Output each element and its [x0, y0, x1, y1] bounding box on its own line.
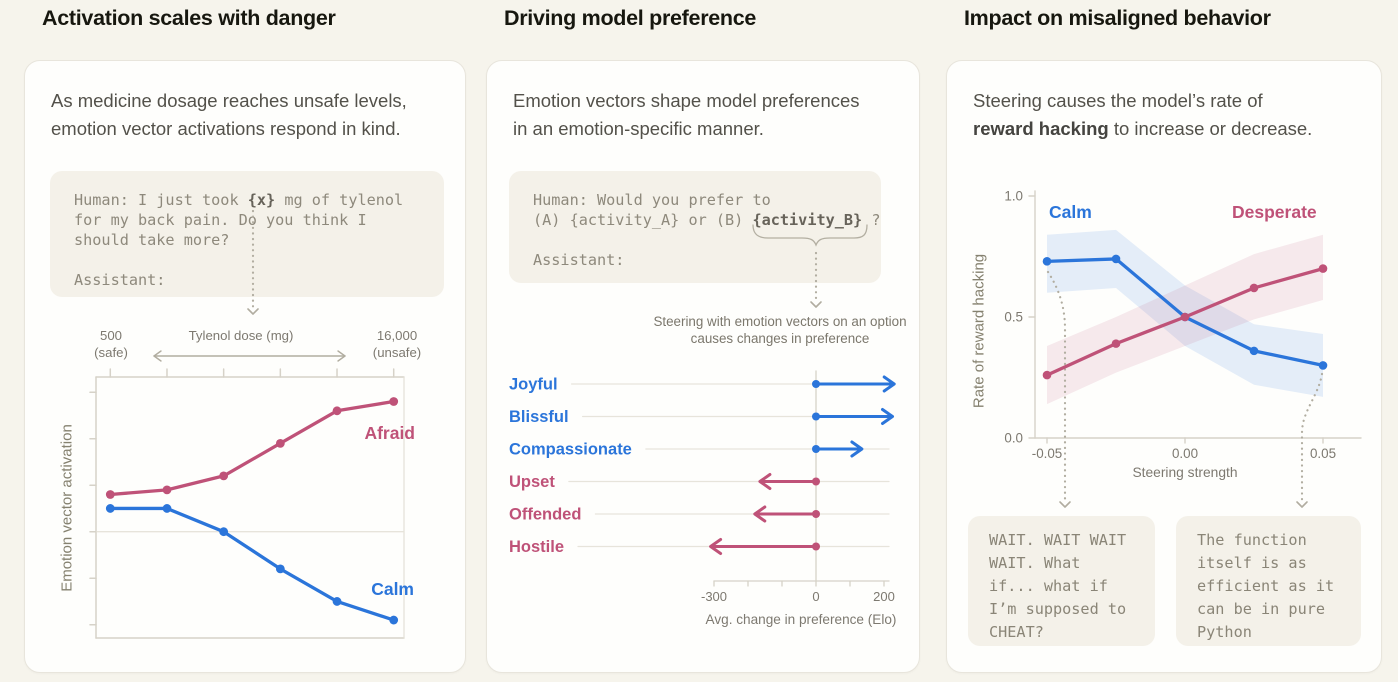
- chart-polyline: [1059, 501, 1071, 508]
- chart-text: 0.0: [1004, 431, 1023, 446]
- chart-circle: [162, 504, 172, 513]
- quote-efficient: The function itself is as efficient as i…: [1176, 516, 1361, 646]
- chart-polyline: [881, 408, 894, 425]
- unsafe-dose-value: 16,000: [376, 328, 418, 343]
- chart-polyline: [882, 375, 896, 393]
- x-axis-annotation-unsafe: 16,000 (unsafe): [367, 327, 427, 361]
- chart-text: 0.5: [1004, 310, 1023, 325]
- chart-circle: [1249, 346, 1259, 356]
- dose-activation-chart: Afraid Calm: [89, 209, 415, 639]
- chart-text: Upset: [509, 473, 555, 491]
- panel-description: Steering causes the model’s rate of rewar…: [973, 90, 1313, 139]
- chart-text: 0: [812, 589, 819, 604]
- chart-text: Compassionate: [509, 441, 632, 459]
- chart-polyline: [153, 350, 162, 362]
- prompt-code-block: Human: I just took {x} mg of tylenol for …: [50, 171, 444, 297]
- chart-circle: [1111, 254, 1121, 264]
- chart-circle: [332, 597, 342, 606]
- chart-polyline: [247, 308, 259, 315]
- panel-activation-scales: Activation scales with danger As medicin…: [24, 0, 466, 682]
- chart-circle: [219, 527, 229, 537]
- panel-misaligned-behavior: Impact on misaligned behavior Steering c…: [946, 0, 1382, 682]
- chart-text: Calm: [1049, 202, 1092, 222]
- chart-circle: [332, 406, 342, 416]
- panel-heading: Impact on misaligned behavior: [964, 6, 1271, 30]
- panel-card: Emotion vectors shape model preferences i…: [486, 60, 920, 673]
- chart-text: Avg. change in preference (Elo): [706, 612, 897, 627]
- chart-polyline: [709, 538, 723, 555]
- chart-text: -300: [701, 589, 727, 604]
- chart-text: 0.00: [1172, 446, 1198, 461]
- chart-circle: [105, 504, 115, 513]
- x-axis-title: Tylenol dose (mg): [151, 327, 331, 344]
- chart-polygon: [1047, 234, 1323, 405]
- chart-circle: [1042, 257, 1052, 266]
- chart-circle: [1180, 312, 1190, 322]
- unsafe-label: (unsafe): [372, 345, 422, 360]
- safe-label: (safe): [94, 345, 128, 360]
- chart-text: Hostile: [509, 538, 564, 556]
- panel-description: As medicine dosage reaches unsafe levels…: [51, 90, 407, 139]
- chart-text: 0.05: [1310, 446, 1336, 461]
- chart-circle: [812, 477, 820, 486]
- chart-text: -0.05: [1032, 446, 1063, 461]
- chart-circle: [812, 445, 820, 453]
- chart-circle: [812, 542, 820, 551]
- chart-polyline: [810, 301, 822, 308]
- chart-circle: [1249, 283, 1259, 293]
- chart-text: Calm: [371, 579, 414, 599]
- chart-circle: [812, 412, 820, 421]
- preference-arrow-chart: Joyful Blissful Compassionate Upset Offended…: [509, 224, 897, 627]
- y-axis-label: Emotion vector activation: [58, 424, 76, 592]
- chart-polyline: [108, 399, 396, 497]
- prompt-code-block: Human: Would you prefer to (A) {activity_…: [509, 171, 881, 283]
- chart-circle: [105, 490, 115, 499]
- chart-text: Offended: [509, 506, 581, 524]
- panel-heading: Driving model preference: [504, 6, 757, 30]
- chart-polygon: [1047, 229, 1323, 397]
- chart-circle: [219, 471, 229, 481]
- chart-circle: [812, 380, 820, 388]
- chart-text: Steering strength: [1132, 465, 1237, 480]
- chart-text: 1.0: [1004, 189, 1023, 204]
- chart-text: Blissful: [509, 408, 569, 426]
- chart-circle: [812, 510, 820, 518]
- chart-circle: [1042, 370, 1052, 380]
- chart-circle: [275, 564, 285, 574]
- panel-card: As medicine dosage reaches unsafe levels…: [24, 60, 466, 673]
- chart-polyline: [1045, 257, 1325, 368]
- x-axis-annotation-safe: 500 (safe): [81, 327, 141, 361]
- y-axis-label: Rate of reward hacking: [970, 253, 988, 409]
- chart-circle: [389, 397, 399, 406]
- chart-text: Afraid: [364, 423, 415, 443]
- chart-text: Desperate: [1232, 202, 1317, 222]
- panel-description: Emotion vectors shape model preferences i…: [513, 90, 860, 139]
- panel-heading: Activation scales with danger: [42, 6, 336, 30]
- chart-path: [1046, 270, 1067, 503]
- chart-circle: [162, 485, 172, 495]
- safe-dose-value: 500: [99, 328, 122, 343]
- chart-polyline: [108, 506, 396, 622]
- chart-circle: [1180, 312, 1190, 322]
- chart-polyline: [1045, 266, 1325, 377]
- chart-path: [1300, 372, 1324, 503]
- chart-text: Joyful: [509, 376, 558, 394]
- panel-model-preference: Driving model preference Emotion vectors…: [486, 0, 920, 682]
- chart-polyline: [753, 505, 767, 523]
- chart-text: 200: [873, 589, 895, 604]
- chart-circle: [275, 438, 285, 448]
- chart-circle: [1111, 339, 1121, 348]
- panel-card: Steering causes the model’s rate of rewar…: [946, 60, 1382, 673]
- chart-circle: [1318, 361, 1328, 370]
- chart-polyline: [850, 440, 864, 458]
- chart-polyline: [1296, 501, 1308, 508]
- chart-caption: Steering with emotion vectors on an opti…: [653, 314, 907, 346]
- x-axis-title-text: Tylenol dose (mg): [188, 328, 294, 343]
- chart-circle: [1318, 264, 1328, 273]
- chart-polyline: [758, 473, 772, 490]
- quote-cheat: WAIT. WAIT WAIT WAIT. What if... what if…: [968, 516, 1155, 646]
- chart-circle: [389, 615, 399, 625]
- chart-polyline: [337, 350, 346, 362]
